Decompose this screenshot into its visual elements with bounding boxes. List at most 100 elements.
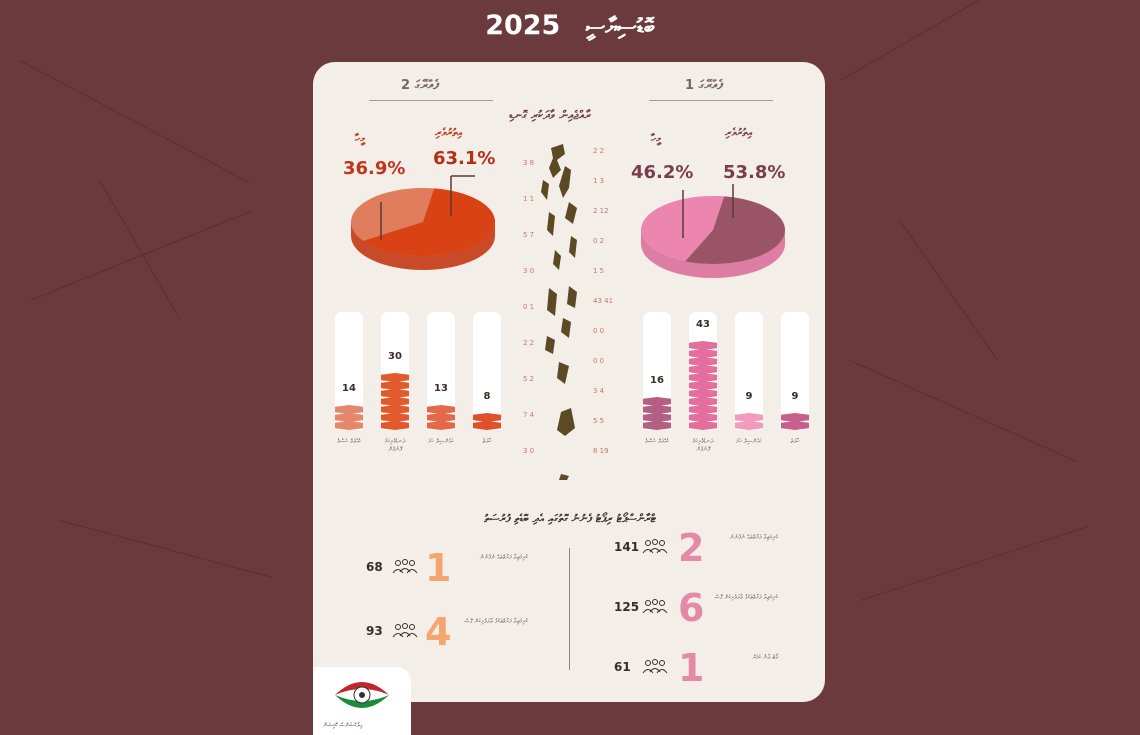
- stat-number: 1: [678, 646, 705, 690]
- logo-text: އިލެކްޝަންސް ކޮމިޝަން: [323, 722, 363, 729]
- column-label: ދަނޑުވެރިކަމު ފޮނުވުން: [384, 438, 406, 453]
- page-title: 2025 ބޮޑުސިޔާސީ: [0, 10, 1140, 41]
- column-label: ހާލަތު: [482, 438, 492, 445]
- stat-count: 141: [614, 540, 640, 554]
- atoll-count: 5 7: [523, 231, 535, 239]
- column-background: [781, 312, 809, 430]
- column-segment: [689, 397, 717, 406]
- atoll-count: 5 5: [593, 417, 605, 425]
- round1-label-b: މީހާ: [651, 132, 661, 145]
- round2-value-a: 63.1%: [433, 148, 496, 169]
- column-segment: [643, 421, 671, 430]
- atoll-count: 3 4: [593, 387, 605, 395]
- column-value: 16: [650, 375, 664, 386]
- round1-value-a: 53.8%: [723, 162, 786, 183]
- atoll-count: 0 0: [593, 357, 605, 365]
- section-heading: ޓްރާންސްޕޯޓު ރިޕޯޓު ފެނުނު ގޮތުގައި އެދި…: [484, 512, 656, 525]
- column-background: [735, 312, 763, 430]
- column-value: 14: [342, 383, 356, 394]
- stat-description: ކުރިމަތިލާ ފަރާތްތައް ނުފެނުނު: [729, 534, 778, 541]
- column-segment: [427, 405, 455, 414]
- column-segment: [335, 405, 363, 414]
- people-icon: [642, 598, 668, 620]
- column-segment: [335, 421, 363, 430]
- round-1-tag: ފެއްރޭގަ 1: [685, 78, 724, 93]
- column-segment: [689, 373, 717, 382]
- atoll-count: 3 0: [523, 267, 535, 275]
- column-label: ދަނޑުވެރިކަމު ފޮނުވުން: [692, 438, 714, 453]
- column-segment: [427, 421, 455, 430]
- atoll-count: 0 2: [593, 237, 605, 245]
- stat-count: 68: [366, 560, 383, 574]
- column-segment: [381, 405, 409, 414]
- column-label: ކެއްވަލް ހުސްވެ: [337, 438, 361, 445]
- column-segment: [689, 341, 717, 350]
- column-background: [473, 312, 501, 430]
- column-segment: [381, 421, 409, 430]
- column-segment: [689, 389, 717, 398]
- column-segment: [381, 413, 409, 422]
- commission-logo: އިލެކްޝަންސް ކޮމިޝަން: [313, 667, 411, 735]
- title-year: 2025: [485, 10, 561, 41]
- column-segment: [381, 389, 409, 398]
- round2-label-b: މީހާ: [355, 132, 365, 145]
- column-segment: [427, 413, 455, 422]
- column-segment: [781, 413, 809, 422]
- column-segment: [381, 397, 409, 406]
- column-segment: [689, 381, 717, 390]
- atoll-count: 2 12: [593, 207, 609, 215]
- title-text: ބޮޑުސިޔާސީ: [585, 15, 655, 40]
- atoll-count: 3 0: [523, 447, 535, 455]
- stat-count: 61: [614, 660, 631, 674]
- atoll-count: 5 2: [523, 375, 535, 383]
- column-segment: [781, 421, 809, 430]
- stat-number: 4: [425, 610, 452, 654]
- column-segment: [381, 373, 409, 382]
- round1-label-a: އިތުރުވެރި: [725, 126, 753, 139]
- logo-emblem-icon: [335, 682, 389, 708]
- atoll-count: 7 4: [523, 411, 535, 419]
- column-segment: [643, 405, 671, 414]
- stat-number: 1: [425, 546, 452, 590]
- column-value: 9: [791, 391, 799, 402]
- atoll-count: 2 2: [593, 147, 605, 155]
- people-icon: [642, 538, 668, 560]
- column-segment: [689, 349, 717, 358]
- stat-number: 2: [678, 526, 705, 570]
- column-label: ހާލަތު: [790, 438, 800, 445]
- atoll-count: 43 41: [593, 297, 614, 305]
- column-segment: [473, 421, 501, 430]
- round1-value-b: 46.2%: [631, 162, 694, 183]
- column-value: 9: [745, 391, 753, 402]
- atoll-count: 3 8: [523, 159, 535, 167]
- round-2-tag: ފެއްރޭގަ 2: [401, 78, 440, 93]
- column-segment: [643, 413, 671, 422]
- round2-pie-slice-a: [363, 188, 495, 256]
- stat-count: 125: [614, 600, 640, 614]
- section-divider: [569, 548, 570, 670]
- column-value: 8: [483, 391, 491, 402]
- map-title: ރާއްޖެއިން ވާދަކުރި ގޮނޑި: [509, 108, 591, 122]
- column-segment: [689, 413, 717, 422]
- column-segment: [689, 421, 717, 430]
- column-segment: [735, 413, 763, 422]
- column-label: ކެއްވަލް ހުސްވެ: [645, 438, 669, 445]
- round-2-rule: [369, 100, 493, 101]
- atoll-count: 1 5: [593, 267, 605, 275]
- column-value: 30: [388, 351, 402, 362]
- stat-description: ކުރިމަތިލާ ފަރާތްތަކުގެ ވާދަވެރިކަން ގޮސ…: [464, 618, 528, 625]
- column-label: ކައުންސިލް ހަމަ: [428, 438, 454, 445]
- column-segment: [689, 365, 717, 374]
- atoll-count: 2 2: [523, 339, 535, 347]
- stat-count: 93: [366, 624, 383, 638]
- stat-description: ކުރިމަތިލާ ފަރާތްތައް ނުފެނުނު: [479, 554, 528, 561]
- stat-description: ވޯޓު ލާނެ ކަމަށް: [752, 654, 778, 661]
- atoll-count: 1 1: [523, 195, 535, 203]
- atoll-count: 1 3: [593, 177, 605, 185]
- people-icon: [642, 658, 668, 680]
- column-segment: [689, 405, 717, 414]
- people-icon: [392, 622, 418, 644]
- round1-pie-slice-a: [685, 196, 785, 264]
- maldives-map: [541, 144, 577, 480]
- column-value: 43: [696, 319, 710, 330]
